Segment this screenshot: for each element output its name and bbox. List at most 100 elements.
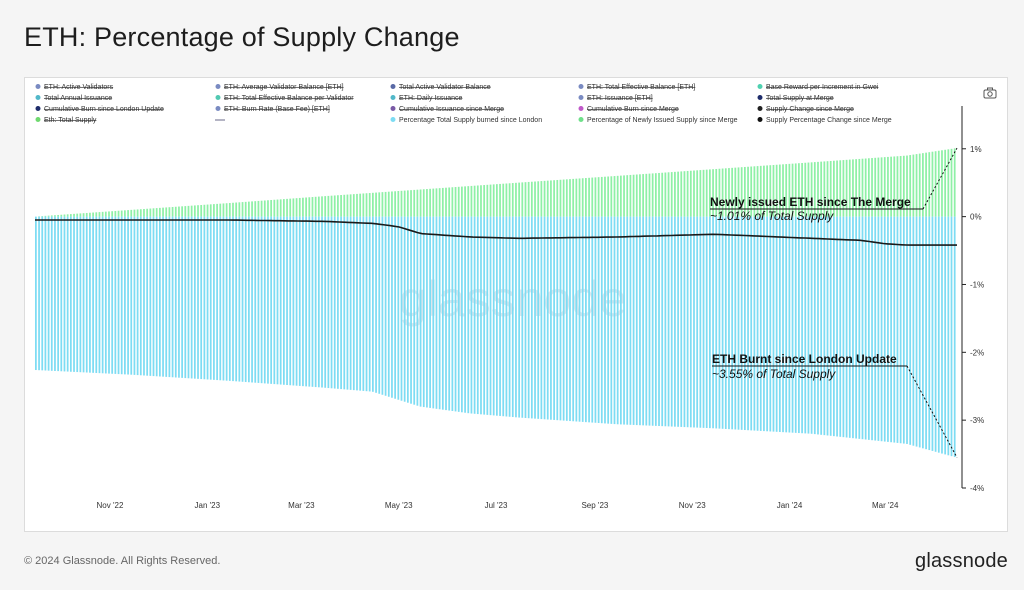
burned-bar xyxy=(241,216,244,382)
issued-bar xyxy=(225,203,228,217)
burned-bar xyxy=(839,216,842,437)
issued-bar xyxy=(228,202,231,217)
issued-bar xyxy=(397,191,400,217)
burned-bar xyxy=(728,216,730,430)
issued-bar xyxy=(505,183,508,217)
issued-bar xyxy=(775,164,778,217)
issued-bar xyxy=(82,213,85,217)
issued-bar xyxy=(909,155,912,217)
issued-bar xyxy=(327,195,330,217)
issued-bar xyxy=(918,153,921,217)
burned-bar xyxy=(50,216,53,371)
burned-bar xyxy=(146,216,149,376)
burned-bar xyxy=(362,216,365,391)
burned-bar xyxy=(906,216,908,444)
legend-item[interactable]: ETH: Total Effective Balance [ETH] xyxy=(578,84,696,91)
legend-item[interactable]: Percentage of Newly Issued Supply since … xyxy=(578,117,738,124)
burned-bar xyxy=(524,216,527,418)
x-tick-label: Jan '24 xyxy=(777,501,803,510)
burned-bar xyxy=(451,216,454,411)
burned-bar xyxy=(244,216,247,383)
legend-item[interactable]: Percentage Total Supply burned since Lon… xyxy=(390,117,543,124)
issued-bar xyxy=(635,174,638,217)
legend-item[interactable]: Cumulative Issuance since Merge xyxy=(390,106,505,113)
issued-bar xyxy=(333,195,336,217)
legend-item[interactable]: Base Reward per Increment in Gwei xyxy=(757,84,879,91)
burned-bar xyxy=(187,216,190,379)
burned-bar xyxy=(394,216,397,399)
burned-bar xyxy=(410,216,412,404)
burned-bar xyxy=(833,216,835,437)
legend-item[interactable]: Total Supply at Merge xyxy=(757,95,834,102)
issued-bar xyxy=(934,151,937,217)
burned-bar xyxy=(413,216,416,405)
burned-bar xyxy=(54,216,56,371)
burned-bar xyxy=(222,216,225,381)
legend-item[interactable]: ETH: Daily Issuance xyxy=(390,95,463,102)
issued-bar xyxy=(527,181,530,217)
issued-bar xyxy=(756,166,759,217)
burned-bar xyxy=(305,216,307,387)
legend-item[interactable]: ETH: Issuance [ETH] xyxy=(578,95,653,102)
burned-bar xyxy=(600,216,603,424)
burned-bar xyxy=(750,216,753,431)
issued-bar xyxy=(190,205,193,217)
legend-item[interactable]: Cumulative Burn since London Update xyxy=(35,106,164,113)
camera-icon[interactable] xyxy=(983,87,997,99)
issued-bar xyxy=(248,201,250,217)
legend-label: ETH: Burn Rate (Base Fee) [ETH] xyxy=(224,106,330,113)
burned-bar xyxy=(152,216,155,377)
issued-bar xyxy=(168,207,171,217)
annotation-layer: Newly issued ETH since The Merge~1.01% o… xyxy=(710,147,958,458)
issued-bar xyxy=(890,156,892,217)
burned-bar xyxy=(553,216,555,420)
burned-bar xyxy=(855,216,858,439)
legend-label: ETH: Daily Issuance xyxy=(399,95,463,102)
burned-bar xyxy=(66,216,69,372)
issued-bar xyxy=(731,167,734,217)
burned-bar xyxy=(683,216,686,428)
burned-bar xyxy=(588,216,590,423)
burned-bar xyxy=(858,216,861,439)
issued-bar xyxy=(438,188,441,217)
legend-item[interactable]: Supply Change since Merge xyxy=(757,106,855,113)
issued-bar xyxy=(222,203,225,217)
legend-item[interactable]: Cumulative Burn since Merge xyxy=(578,106,679,113)
legend-item[interactable]: ETH: Active Validators xyxy=(35,84,114,91)
legend-item[interactable]: Eth: Total Supply xyxy=(35,117,97,124)
burned-bar xyxy=(626,216,629,425)
issued-bar xyxy=(798,163,800,217)
burned-bar xyxy=(98,216,101,374)
burned-bar xyxy=(101,216,104,374)
issued-bar xyxy=(597,177,600,217)
burned-bar xyxy=(270,216,273,384)
chart-svg: ETH: Active Validators ETH: Average Valid… xyxy=(35,84,984,510)
issued-bar xyxy=(464,186,466,217)
issued-bar xyxy=(642,174,644,217)
burned-bar xyxy=(772,216,775,432)
issued-bar xyxy=(524,182,527,217)
burned-bar xyxy=(934,216,937,452)
legend-item[interactable]: ETH: Total Effective Balance per Validat… xyxy=(215,95,355,102)
burned-bar xyxy=(546,216,549,420)
burned-bar xyxy=(136,216,139,376)
burned-bar xyxy=(343,216,346,390)
x-tick-label: Nov '22 xyxy=(97,501,124,510)
legend-item[interactable]: ETH: Average Validator Balance [ETH] xyxy=(215,84,344,91)
burned-bar xyxy=(276,216,279,385)
burned-bar xyxy=(330,216,333,389)
legend-item[interactable]: Total Annual Issuance xyxy=(35,95,113,102)
legend-item[interactable]: ETH: Burn Rate (Base Fee) [ETH] xyxy=(215,106,330,113)
legend-item[interactable]: Supply Percentage Change since Merge xyxy=(757,117,892,124)
issued-bar xyxy=(286,198,288,217)
issued-bar xyxy=(791,163,794,217)
issued-bar xyxy=(321,196,323,217)
burned-bar xyxy=(289,216,292,386)
burned-bar xyxy=(238,216,241,382)
issued-bar xyxy=(728,168,730,217)
burned-bar xyxy=(496,216,498,416)
legend-item[interactable]: Total Active Validator Balance xyxy=(390,84,491,91)
issued-bar xyxy=(556,179,559,217)
issued-bar xyxy=(426,189,428,217)
brand-logo[interactable]: glassnode xyxy=(915,550,1008,572)
